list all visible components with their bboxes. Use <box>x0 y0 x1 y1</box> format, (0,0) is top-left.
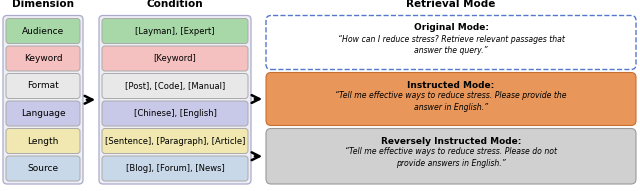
FancyBboxPatch shape <box>266 73 636 125</box>
Text: Length: Length <box>28 137 59 146</box>
FancyBboxPatch shape <box>102 74 248 99</box>
FancyBboxPatch shape <box>266 129 636 184</box>
Text: Format: Format <box>27 82 59 91</box>
FancyBboxPatch shape <box>6 46 80 71</box>
Text: Condition: Condition <box>147 0 204 9</box>
Text: Retrieval Mode: Retrieval Mode <box>406 0 496 9</box>
FancyBboxPatch shape <box>102 156 248 181</box>
Text: Original Mode:: Original Mode: <box>413 23 488 32</box>
Text: [Sentence], [Paragraph], [Article]: [Sentence], [Paragraph], [Article] <box>105 137 245 146</box>
Text: [Keyword]: [Keyword] <box>154 54 196 63</box>
FancyBboxPatch shape <box>102 101 248 126</box>
Text: Instructed Mode:: Instructed Mode: <box>408 80 495 90</box>
FancyBboxPatch shape <box>102 46 248 71</box>
Text: Language: Language <box>20 109 65 118</box>
FancyBboxPatch shape <box>6 156 80 181</box>
Text: [Blog], [Forum], [News]: [Blog], [Forum], [News] <box>125 164 225 173</box>
Text: [Layman], [Expert]: [Layman], [Expert] <box>135 27 215 36</box>
FancyBboxPatch shape <box>6 129 80 154</box>
Text: Source: Source <box>28 164 59 173</box>
Text: Keyword: Keyword <box>24 54 62 63</box>
Text: Reversely Instructed Mode:: Reversely Instructed Mode: <box>381 137 521 146</box>
Text: [Chinese], [English]: [Chinese], [English] <box>134 109 216 118</box>
Text: “How can I reduce stress? Retrieve relevant passages that
answer the query.”: “How can I reduce stress? Retrieve relev… <box>337 35 564 55</box>
FancyBboxPatch shape <box>3 15 83 184</box>
Text: [Post], [Code], [Manual]: [Post], [Code], [Manual] <box>125 82 225 91</box>
FancyBboxPatch shape <box>102 19 248 44</box>
Text: “Tell me effective ways to reduce stress. Please do not
provide answers in Engli: “Tell me effective ways to reduce stress… <box>345 147 557 168</box>
FancyBboxPatch shape <box>99 15 251 184</box>
FancyBboxPatch shape <box>6 101 80 126</box>
Text: Audience: Audience <box>22 27 64 36</box>
Text: Dimension: Dimension <box>12 0 74 9</box>
FancyBboxPatch shape <box>6 74 80 99</box>
Text: “Tell me effective ways to reduce stress. Please provide the
answer in English.”: “Tell me effective ways to reduce stress… <box>335 91 567 112</box>
FancyBboxPatch shape <box>266 15 636 70</box>
FancyBboxPatch shape <box>102 129 248 154</box>
FancyBboxPatch shape <box>6 19 80 44</box>
